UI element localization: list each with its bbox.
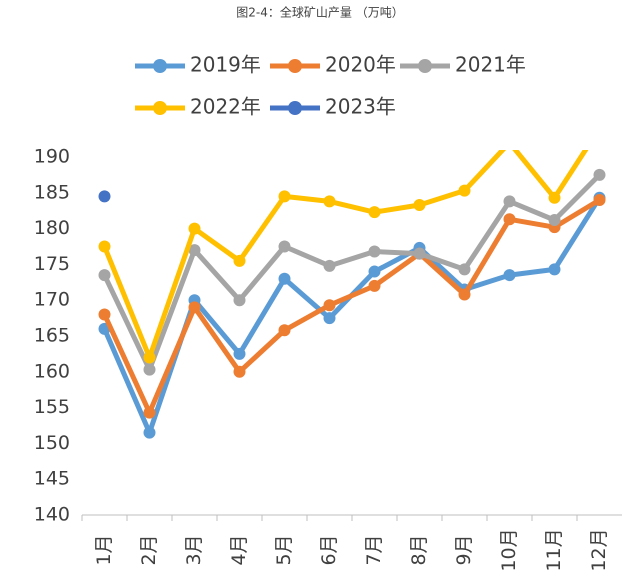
data-point bbox=[233, 347, 246, 360]
y-tick-label: 140 bbox=[34, 504, 70, 526]
data-point bbox=[504, 137, 516, 149]
x-tick-label: 10月 bbox=[498, 528, 520, 571]
y-tick-label: 150 bbox=[34, 432, 70, 454]
legend-marker bbox=[418, 59, 432, 73]
data-point bbox=[98, 269, 111, 282]
data-point bbox=[548, 214, 561, 227]
legend-label: 2021年 bbox=[455, 53, 526, 77]
x-tick-label: 5月 bbox=[273, 534, 295, 565]
legend-marker bbox=[288, 59, 302, 73]
data-point bbox=[458, 184, 471, 197]
y-tick-label: 145 bbox=[34, 468, 70, 490]
data-point bbox=[503, 213, 516, 226]
legend-label: 2023年 bbox=[325, 95, 396, 119]
data-point bbox=[323, 195, 336, 208]
legend-marker bbox=[288, 101, 302, 115]
x-tick-label: 1月 bbox=[93, 534, 115, 565]
legend-label: 2020年 bbox=[325, 53, 396, 77]
data-point bbox=[233, 294, 246, 307]
data-point bbox=[368, 245, 381, 258]
y-tick-label: 180 bbox=[34, 217, 70, 239]
y-tick-label: 165 bbox=[34, 325, 70, 347]
data-point bbox=[143, 351, 156, 364]
data-point bbox=[98, 190, 111, 203]
data-point bbox=[98, 308, 111, 321]
series-line bbox=[102, 150, 589, 360]
data-point bbox=[233, 365, 246, 378]
legend-marker bbox=[153, 101, 167, 115]
data-point bbox=[278, 272, 291, 285]
legend-label: 2019年 bbox=[190, 53, 261, 77]
data-point bbox=[323, 312, 336, 325]
series-line bbox=[102, 197, 601, 416]
y-tick-label: 175 bbox=[34, 253, 70, 275]
data-point bbox=[503, 269, 516, 282]
x-tick-label: 7月 bbox=[363, 534, 385, 565]
data-point bbox=[548, 191, 561, 204]
data-point bbox=[188, 244, 201, 257]
data-point bbox=[188, 301, 201, 314]
data-point bbox=[368, 265, 381, 278]
data-point bbox=[98, 240, 111, 253]
data-point bbox=[278, 190, 291, 203]
x-tick-label: 8月 bbox=[408, 534, 430, 565]
data-point bbox=[594, 122, 606, 134]
x-tick-label: 6月 bbox=[318, 534, 340, 565]
data-point bbox=[233, 254, 246, 267]
legend-label: 2022年 bbox=[190, 95, 261, 119]
y-tick-label: 170 bbox=[34, 289, 70, 311]
data-point bbox=[593, 168, 606, 181]
data-point bbox=[323, 299, 336, 312]
data-point bbox=[278, 324, 291, 337]
data-point bbox=[368, 206, 381, 219]
data-point bbox=[368, 279, 381, 292]
data-point bbox=[413, 198, 426, 211]
data-point bbox=[413, 247, 426, 260]
legend-marker bbox=[153, 59, 167, 73]
data-point bbox=[458, 263, 471, 276]
data-point bbox=[143, 363, 156, 376]
x-tick-label: 3月 bbox=[183, 534, 205, 565]
data-point bbox=[458, 288, 471, 301]
plot-area bbox=[98, 122, 606, 439]
y-tick-label: 190 bbox=[34, 146, 70, 168]
y-tick-label: 185 bbox=[34, 181, 70, 203]
x-tick-label: 4月 bbox=[228, 534, 250, 565]
data-point bbox=[278, 240, 291, 253]
x-tick-label: 12月 bbox=[588, 528, 610, 571]
data-point bbox=[323, 259, 336, 272]
x-tick-label: 2月 bbox=[138, 534, 160, 565]
x-tick-label: 9月 bbox=[453, 534, 475, 565]
data-point bbox=[548, 263, 561, 276]
data-point bbox=[503, 195, 516, 208]
y-tick-label: 155 bbox=[34, 396, 70, 418]
chart-title: 图2-4：全球矿山产量 （万吨） bbox=[236, 5, 403, 20]
series-line bbox=[102, 173, 602, 373]
data-point bbox=[188, 222, 201, 235]
data-point bbox=[593, 193, 606, 206]
series-line bbox=[102, 196, 602, 436]
y-tick-label: 160 bbox=[34, 360, 70, 382]
data-point bbox=[143, 426, 156, 439]
data-point bbox=[143, 406, 156, 419]
x-tick-label: 11月 bbox=[543, 528, 565, 571]
